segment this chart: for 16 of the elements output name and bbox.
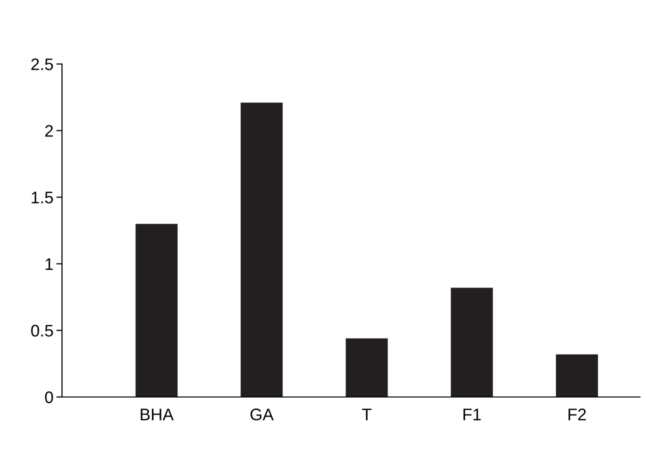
y-tick-label: 2.5 (31, 58, 53, 70)
x-tick-label: BHA (140, 408, 174, 420)
x-tick-label: F2 (568, 408, 586, 420)
y-tick-label: 0 (45, 391, 54, 404)
bar (240, 102, 283, 397)
y-tick-label: 2 (45, 125, 53, 137)
y-tick-label: 1 (46, 258, 53, 270)
bar (556, 354, 598, 397)
bar (450, 288, 493, 397)
x-tick-label: T (362, 408, 372, 420)
x-tick-label: F1 (464, 408, 481, 420)
bar (136, 224, 178, 397)
y-tick-label: 0.5 (31, 324, 53, 337)
x-tick-label: GA (250, 408, 274, 420)
bar (346, 338, 388, 397)
y-tick-label: 1.5 (32, 192, 53, 204)
